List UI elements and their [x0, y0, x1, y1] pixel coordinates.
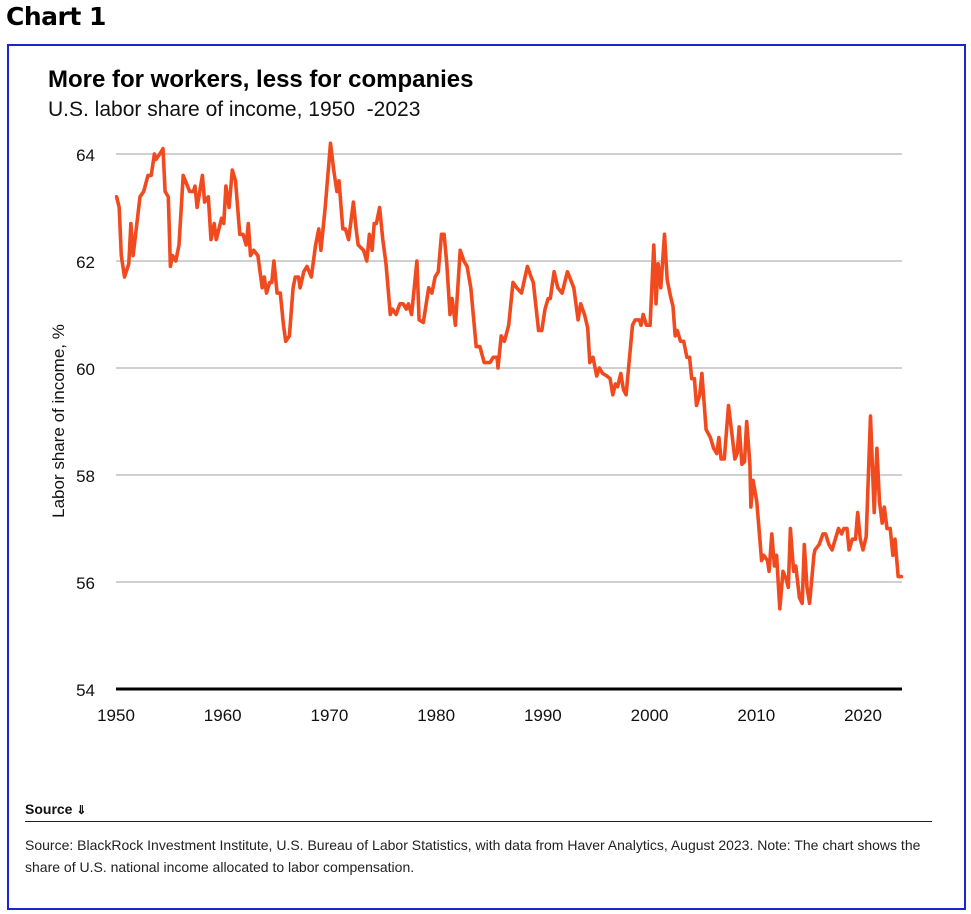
- x-tick-label: 1960: [204, 706, 242, 725]
- y-tick-label: 56: [76, 574, 95, 593]
- y-tick-labels: 54 56 58 60 62 64: [76, 146, 95, 700]
- x-tick-label: 1980: [417, 706, 455, 725]
- gridlines: [116, 153, 902, 691]
- x-tick-label: 2010: [737, 706, 775, 725]
- y-tick-label: 62: [76, 253, 95, 272]
- chart-subtitle: U.S. labor share of income, 1950 -2023: [48, 98, 421, 121]
- series-line-labor-share: [114, 141, 904, 611]
- y-tick-label: 58: [76, 467, 95, 486]
- chart-frame: [7, 44, 966, 910]
- x-tick-label: 2000: [631, 706, 669, 725]
- double-chevron-down-icon: ⇓: [76, 803, 87, 817]
- y-tick-label: 54: [76, 681, 95, 700]
- chart-title: More for workers, less for companies: [48, 66, 474, 93]
- x-tick-label: 1970: [311, 706, 349, 725]
- y-tick-label: 60: [76, 360, 95, 379]
- source-note: Source: BlackRock Investment Institute, …: [25, 837, 921, 875]
- x-tick-label: 2020: [844, 706, 882, 725]
- y-axis-label: Labor share of income, %: [49, 324, 68, 518]
- x-tick-labels: 1950 1960 1970 1980 1990 2000 2010 2020: [97, 706, 882, 725]
- source-toggle-button[interactable]: Source ⇓: [25, 801, 86, 817]
- figure-label: Chart 1: [6, 2, 106, 31]
- x-tick-label: 1950: [97, 706, 135, 725]
- series-group: [114, 141, 904, 611]
- source-toggle-label: Source: [25, 801, 73, 817]
- y-tick-label: 64: [76, 146, 95, 165]
- source-divider: [25, 821, 932, 822]
- x-tick-label: 1990: [524, 706, 562, 725]
